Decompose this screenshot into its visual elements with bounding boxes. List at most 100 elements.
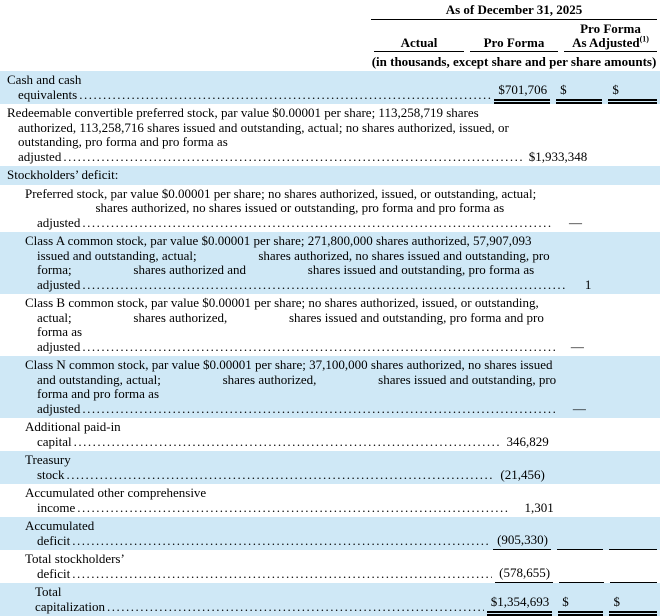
- table-row-cash-and-cash-equivalents: Cash and cash equivalents$701,706$$: [0, 71, 660, 104]
- amount-value: 1,301: [524, 499, 554, 515]
- cell-pro-forma-as-adjusted: [608, 517, 657, 550]
- cell-pro-forma: $: [556, 71, 603, 104]
- cell-pro-forma: [558, 418, 603, 451]
- cell-actual: 346,829: [502, 418, 551, 451]
- cell-pro-forma: [600, 232, 625, 294]
- cell-pro-forma-as-adjusted: [609, 418, 657, 451]
- column-header-actual-label: Actual: [400, 34, 438, 50]
- table-row-total-capitalization: Total capitalization $1,354,693 $ $: [0, 583, 660, 616]
- cell-pro-forma: [593, 294, 621, 356]
- table-row-additional-paid-in-capital: Additional paid-in capital 346,829: [0, 418, 660, 451]
- amount-value: 701,706: [504, 81, 548, 97]
- row-label-text: Redeemable convertible preferred stock, …: [7, 105, 509, 164]
- units-note: (in thousands, except share and per shar…: [371, 54, 657, 69]
- row-label: Additional paid-in capital: [0, 418, 499, 451]
- cell-pro-forma: [591, 185, 620, 233]
- amount-value: —: [572, 400, 586, 416]
- row-label: Accumulated other comprehensive income: [0, 484, 510, 517]
- row-label-text: Treasury stock: [25, 452, 71, 482]
- dot-leader: [61, 149, 521, 164]
- row-label: Total capitalization: [0, 583, 484, 616]
- dollar-sign: $: [528, 148, 536, 164]
- table-row-total-stockholders-deficit: Total stockholders’ deficit (578,655): [0, 550, 660, 583]
- cell-actual: —: [555, 185, 585, 233]
- header-date-title: As of December 31, 2025: [371, 2, 657, 20]
- cell-pro-forma: [563, 484, 606, 517]
- cell-pro-forma: [595, 356, 622, 418]
- table-row-class-b-common-stock: Class B common stock, par value $0.00001…: [0, 294, 660, 356]
- table-header-units-row: (in thousands, except share and per shar…: [0, 52, 660, 71]
- amount-value: 1: [584, 276, 592, 292]
- row-label-text: Total stockholders’ deficit: [25, 551, 124, 581]
- row-label-text: Class B common stock, par value $0.00001…: [25, 295, 544, 354]
- row-label-text: Stockholders’ deficit:: [7, 167, 119, 182]
- cell-pro-forma: [554, 451, 601, 484]
- cell-pro-forma: [470, 166, 558, 185]
- cell-pro-forma: [596, 104, 623, 166]
- cell-actual: (578,655): [495, 550, 554, 583]
- amount-value: (578,655): [499, 564, 551, 580]
- header-spacer: [0, 2, 371, 20]
- column-header-pro-forma: Pro Forma: [470, 22, 558, 52]
- row-label-text: Preferred stock, par value $0.00001 per …: [25, 185, 537, 230]
- row-label: Cash and cash equivalents: [0, 71, 491, 104]
- cell-actual: 1: [569, 232, 594, 294]
- row-label: Class A common stock, par value $0.00001…: [0, 232, 566, 294]
- cell-actual: (21,456): [496, 451, 547, 484]
- cell-actual: $1,933,348: [525, 104, 591, 166]
- cell-pro-forma-as-adjusted: $: [609, 583, 657, 616]
- dot-leader: [72, 434, 500, 449]
- row-label: Treasury stock: [0, 451, 493, 484]
- cell-pro-forma: [559, 550, 604, 583]
- dollar-sign: $: [560, 81, 567, 97]
- column-header-pro-forma-label: Pro Forma: [483, 34, 545, 50]
- dot-leader: [75, 500, 510, 515]
- cell-actual: $701,706: [494, 71, 551, 104]
- dot-leader: [77, 87, 491, 102]
- table-row-class-n-common-stock: Class N common stock, par value $0.00001…: [0, 356, 660, 418]
- amount-value: 346,829: [506, 433, 549, 449]
- row-label: Redeemable convertible preferred stock, …: [0, 104, 522, 166]
- footnote-marker: (1): [639, 34, 649, 44]
- row-label: Preferred stock, par value $0.00001 per …: [0, 185, 552, 233]
- cell-actual: $1,354,693: [486, 583, 553, 616]
- dot-leader: [80, 401, 558, 416]
- row-label: Class N common stock, par value $0.00001…: [0, 356, 558, 418]
- cell-pro-forma-as-adjusted: [631, 232, 657, 294]
- table-row-redeemable-convertible-preferred-stock: Redeemable convertible preferred stock, …: [0, 104, 660, 166]
- cell-actual: —: [558, 294, 587, 356]
- amount-value: 1,933,348: [535, 148, 588, 164]
- row-label: Accumulated deficit: [0, 517, 490, 550]
- amount-value: 1,354,693: [497, 593, 550, 609]
- cell-pro-forma-as-adjusted: [628, 356, 657, 418]
- amount-value: —: [568, 214, 582, 230]
- cell-pro-forma-as-adjusted: [609, 550, 657, 583]
- header-spacer: [0, 52, 371, 71]
- table-row-accumulated-other-comprehensive-income: Accumulated other comprehensive income 1,…: [0, 484, 660, 517]
- column-header-actual: Actual: [374, 22, 464, 52]
- cell-pro-forma: [557, 517, 603, 550]
- column-header-pro-forma-as-adjusted: Pro Forma As Adjusted(1): [564, 22, 657, 52]
- table-row-preferred-stock: Preferred stock, par value $0.00001 per …: [0, 185, 660, 233]
- table-row-accumulated-deficit: Accumulated deficit (905,330): [0, 517, 660, 550]
- row-label-text: Class A common stock, par value $0.00001…: [25, 233, 550, 292]
- row-label-text: Total capitalization: [35, 584, 106, 614]
- cell-actual: 1,301: [513, 484, 557, 517]
- table-row-stockholders-deficit-heading: Stockholders’ deficit:: [0, 166, 660, 185]
- amount-value: —: [570, 338, 584, 354]
- cell-pro-forma: $: [558, 583, 604, 616]
- cell-pro-forma-as-adjusted: [612, 484, 657, 517]
- header-spacer: [0, 22, 371, 52]
- row-label-text: Class N common stock, par value $0.00001…: [25, 357, 557, 416]
- dot-leader: [80, 339, 555, 354]
- dollar-sign: $: [613, 593, 620, 609]
- row-label-text: Cash and cash equivalents: [7, 72, 82, 102]
- dot-leader: [70, 533, 490, 548]
- cell-pro-forma-as-adjusted: [607, 451, 657, 484]
- row-label-text: Accumulated other comprehensive income: [25, 485, 207, 515]
- dot-leader: [105, 599, 484, 614]
- cell-pro-forma-as-adjusted: [626, 185, 657, 233]
- table-body: Cash and cash equivalents $701,706 $ $ Redee…: [0, 71, 660, 616]
- amount-value: (21,456): [500, 466, 545, 482]
